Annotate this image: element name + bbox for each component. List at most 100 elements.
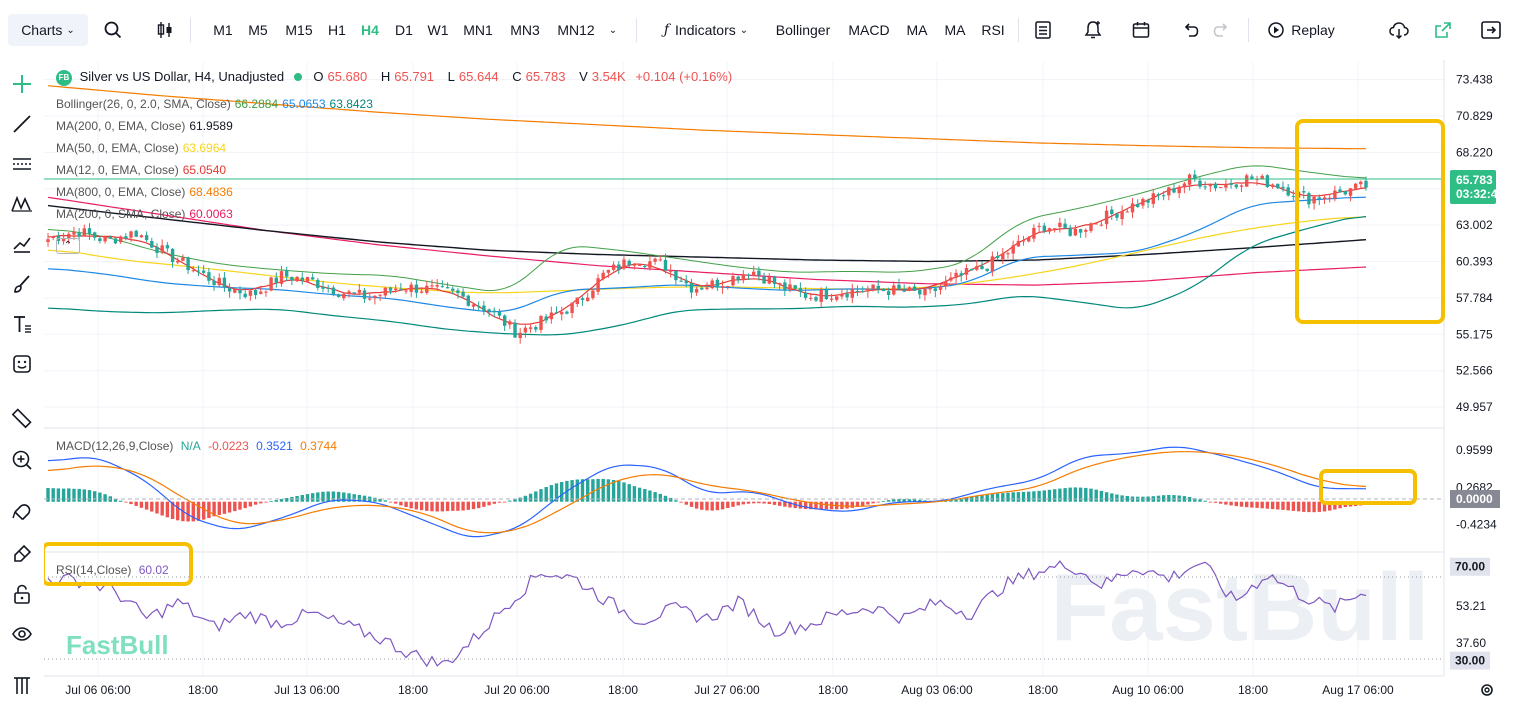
candle-body <box>985 268 989 271</box>
study-macd-button[interactable]: MACD <box>848 22 890 38</box>
macd-histogram-bar <box>1084 487 1088 502</box>
search-icon[interactable] <box>100 14 126 46</box>
timeframe-m1[interactable]: M1 <box>213 22 233 38</box>
time-axis[interactable]: Jul 06 06:00 18:00 Jul 13 06:00 18:00 Jul 20… <box>65 683 1394 697</box>
text-tool-icon[interactable] <box>6 308 38 340</box>
rsi-pane[interactable] <box>47 560 1367 668</box>
macd-histogram-bar <box>103 494 107 502</box>
candle-body <box>990 256 995 272</box>
timeframe-mn3[interactable]: MN3 <box>510 22 540 38</box>
macd-pane[interactable] <box>46 446 1368 538</box>
horizontal-lines-icon[interactable] <box>6 148 38 180</box>
macd-histogram-bar <box>1229 501 1233 506</box>
macd-histogram-bar <box>720 501 725 510</box>
price-axis[interactable]: 73.438 70.829 68.220 63.002 60.393 57.784 55.1… <box>1456 73 1493 414</box>
undo-icon[interactable] <box>1178 14 1202 46</box>
visibility-eye-icon[interactable] <box>6 618 38 650</box>
calendar-icon[interactable] <box>1128 14 1154 46</box>
candle-body <box>513 322 517 338</box>
indicators-button[interactable]: ƒ Indicators ⌄ <box>652 14 760 46</box>
cloud-save-icon[interactable] <box>1386 14 1412 46</box>
forecast-icon[interactable] <box>6 228 38 260</box>
indicator-label: MA(50, 0, EMA, Close) <box>56 141 179 155</box>
macd-histogram-bar <box>798 501 803 509</box>
trend-line-icon[interactable] <box>6 108 38 140</box>
indicator-value: 68.4836 <box>189 185 233 199</box>
zoom-in-icon[interactable] <box>6 444 38 476</box>
settings-gear-icon[interactable] <box>1481 684 1493 696</box>
pattern-icon[interactable] <box>6 188 38 220</box>
object-tree-icon[interactable] <box>6 670 38 702</box>
timeframe-m5[interactable]: M5 <box>248 22 268 38</box>
candle-body <box>233 289 237 293</box>
crosshair-icon[interactable] <box>6 68 38 100</box>
macd-histogram-bar <box>373 497 377 502</box>
indicator-value: 65.0540 <box>182 163 227 177</box>
candle-body <box>814 297 818 301</box>
candle-body <box>788 284 792 290</box>
candle-body <box>975 266 979 270</box>
replay-button[interactable]: Replay <box>1262 14 1340 46</box>
timeframe-d1[interactable]: D1 <box>395 22 413 38</box>
magnet-icon[interactable] <box>6 498 38 530</box>
study-ma-button[interactable]: MA <box>906 22 928 38</box>
study-rsi-button[interactable]: RSI <box>981 22 1005 38</box>
macd-histogram-bar <box>1089 488 1093 502</box>
lock-icon[interactable] <box>6 578 38 610</box>
timeframe-more-icon[interactable]: ⌄ <box>608 24 618 36</box>
ruler-icon[interactable] <box>6 402 38 434</box>
indicator-legend-row[interactable]: MA(50, 0, EMA, Close) 63.6964 <box>56 141 230 155</box>
macd-histogram-bar <box>357 495 362 502</box>
candle-body <box>1104 210 1109 225</box>
macd-histogram-bar <box>378 498 382 502</box>
macd-histogram-bar <box>523 495 528 502</box>
indicator-legend-row[interactable]: MA(12, 0, EMA, Close) 65.0540 <box>56 163 230 177</box>
macd-histogram-bar <box>622 482 626 502</box>
candle-body <box>1172 188 1176 193</box>
timeframe-mn12[interactable]: MN12 <box>557 22 595 38</box>
macd-histogram-bar <box>394 501 398 504</box>
study-bollinger-button[interactable]: Bollinger <box>775 22 831 38</box>
charts-menu-button[interactable]: Charts ⌄ <box>8 14 88 46</box>
timeframe-h1[interactable]: H1 <box>328 22 346 38</box>
macd-signal-line <box>47 451 1367 534</box>
candlestick-type-icon[interactable] <box>152 14 178 46</box>
study-ma-button[interactable]: MA <box>944 22 966 38</box>
rsi-axis[interactable]: 70.00 53.21 37.60 30.00 <box>1450 557 1490 670</box>
redo-icon[interactable] <box>1210 14 1234 46</box>
template-icon[interactable] <box>1030 14 1056 46</box>
timeframe-h4[interactable]: H4 <box>361 22 379 38</box>
symbol-title[interactable]: Silver vs US Dollar, H4, Unadjusted <box>79 69 285 84</box>
lock-drawings-icon[interactable] <box>6 538 38 570</box>
indicator-legend-row[interactable]: MA(200, 0, EMA, Close) 61.9589 <box>56 119 237 133</box>
indicator-legend-row[interactable]: Bollinger(26, 0, 2.0, SMA, Close) 66.2884… <box>56 97 377 111</box>
alert-add-icon[interactable] <box>1080 14 1106 46</box>
legend-collapse-button[interactable]: ⌃ <box>56 237 84 254</box>
indicator-legend-row[interactable]: MA(200, 0, SMA, Close) 60.0063 <box>56 207 237 221</box>
chevron-up-icon[interactable]: ⌃ <box>56 238 80 254</box>
candle-body <box>119 236 123 243</box>
brush-icon[interactable] <box>6 268 38 300</box>
timeframe-w1[interactable]: W1 <box>427 22 449 38</box>
candle-body <box>362 290 367 299</box>
macd-histogram-bar <box>46 488 50 502</box>
candle-body <box>912 286 917 291</box>
timeframe-mn1[interactable]: MN1 <box>463 22 493 38</box>
price-pane[interactable] <box>46 85 1368 344</box>
exit-fullscreen-icon[interactable] <box>1478 14 1504 46</box>
macd-histogram-bar <box>279 499 284 502</box>
candle-body <box>316 279 320 288</box>
indicator-legend-row[interactable]: MA(800, 0, EMA, Close) 68.4836 <box>56 185 237 199</box>
share-icon[interactable] <box>1430 14 1456 46</box>
timeframe-m15[interactable]: M15 <box>285 22 313 38</box>
emoji-icon[interactable] <box>6 348 38 380</box>
candle-body <box>622 259 626 269</box>
candle-body <box>881 288 886 292</box>
candle-body <box>1130 203 1135 213</box>
symbol-badge: FB <box>56 69 72 86</box>
macd-histogram-bar <box>954 499 958 502</box>
top-toolbar: Charts ⌄ M1 M5 M15 H1 H4 D1 W1 MN1 MN3 MN12 ⌄ ƒ I… <box>0 0 1523 60</box>
rsi-band-label: 30.00 <box>1455 654 1485 668</box>
